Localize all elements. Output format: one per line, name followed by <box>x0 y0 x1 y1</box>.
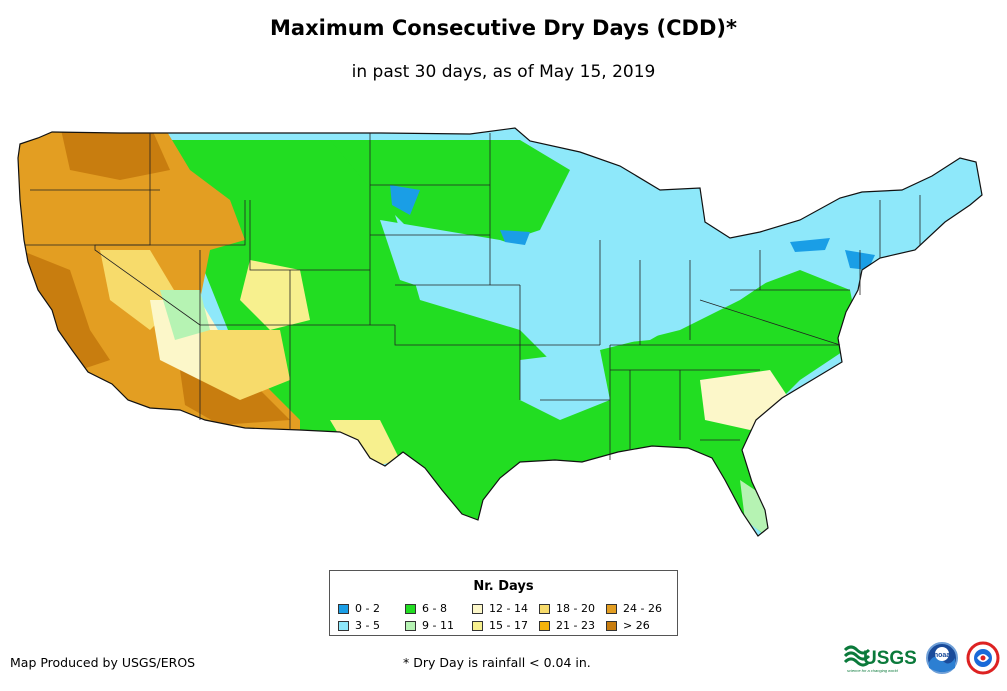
legend-label: 12 - 14 <box>489 602 528 615</box>
legend-label: 6 - 8 <box>422 602 447 615</box>
us-dry-days-map <box>17 127 983 537</box>
legend-swatch <box>539 620 550 631</box>
legend-label: > 26 <box>623 619 650 632</box>
footnote-text: * Dry Day is rainfall < 0.04 in. <box>403 655 591 670</box>
legend-item: 18 - 20 <box>539 602 595 615</box>
legend-swatch <box>405 603 416 614</box>
legend-item: 12 - 14 <box>472 602 528 615</box>
legend-item: > 26 <box>606 619 650 632</box>
legend-item: 3 - 5 <box>338 619 380 632</box>
legend-item: 15 - 17 <box>472 619 528 632</box>
map-subtitle: in past 30 days, as of May 15, 2019 <box>351 62 656 82</box>
legend-label: 18 - 20 <box>556 602 595 615</box>
usgs-logo-text: USGS <box>863 648 917 669</box>
legend-swatch <box>606 620 617 631</box>
legend-item: 6 - 8 <box>405 602 447 615</box>
legend-swatch <box>338 603 349 614</box>
legend-item: 0 - 2 <box>338 602 380 615</box>
legend-swatch <box>472 603 483 614</box>
legend: Nr. Days 0 - 2 3 - 5 6 - 8 9 - 11 12 - 1… <box>329 570 678 636</box>
legend-item: 9 - 11 <box>405 619 454 632</box>
legend-label: 21 - 23 <box>556 619 595 632</box>
usgs-tagline: science for a changing world <box>847 668 898 673</box>
legend-swatch <box>539 603 550 614</box>
legend-swatch <box>472 620 483 631</box>
nws-logo-icon <box>966 641 1000 675</box>
legend-swatch <box>405 620 416 631</box>
usgs-logo-icon: USGS science for a changing world <box>843 645 917 673</box>
legend-item: 21 - 23 <box>539 619 595 632</box>
legend-label: 0 - 2 <box>355 602 380 615</box>
agency-logos: USGS science for a changing world noaa <box>843 641 1000 675</box>
map-title: Maximum Consecutive Dry Days (CDD)* <box>270 16 737 40</box>
legend-title: Nr. Days <box>473 579 534 594</box>
noaa-logo-icon: noaa <box>926 642 958 674</box>
legend-swatch <box>338 620 349 631</box>
legend-label: 9 - 11 <box>422 619 454 632</box>
credit-text: Map Produced by USGS/EROS <box>10 655 196 670</box>
legend-label: 15 - 17 <box>489 619 528 632</box>
noaa-logo-text: noaa <box>934 652 950 659</box>
legend-label: 24 - 26 <box>623 602 662 615</box>
legend-label: 3 - 5 <box>355 619 380 632</box>
legend-swatch <box>606 603 617 614</box>
legend-item: 24 - 26 <box>606 602 662 615</box>
